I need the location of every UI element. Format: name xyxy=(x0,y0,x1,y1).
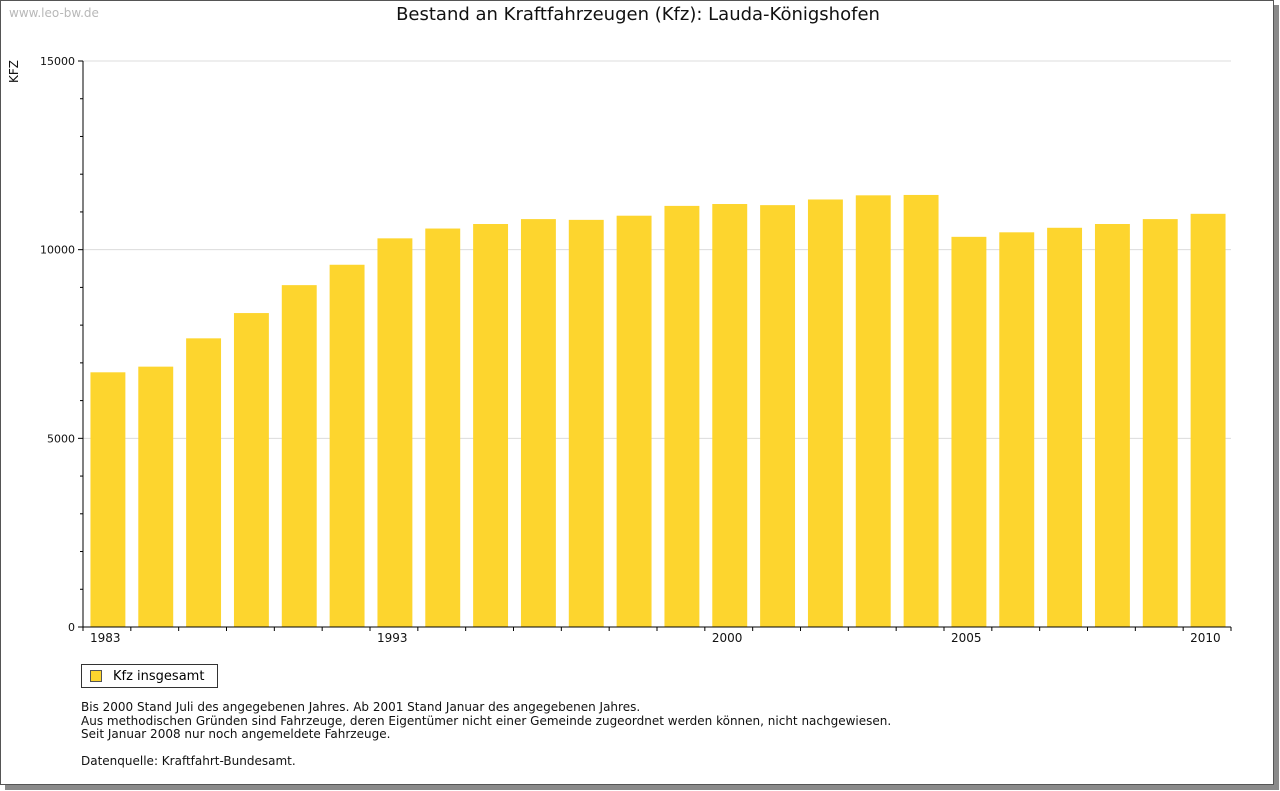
bar xyxy=(1047,227,1083,628)
bar xyxy=(807,199,843,628)
bars xyxy=(90,194,1226,628)
bar xyxy=(138,366,174,627)
y-tick-label: 10000 xyxy=(40,244,75,257)
legend-label: Kfz insgesamt xyxy=(113,668,205,684)
legend-swatch xyxy=(90,670,102,682)
grid-lines xyxy=(83,60,1231,439)
footnotes: Bis 2000 Stand Juli des angegebenen Jahr… xyxy=(81,700,892,742)
x-ticks: 1983 1993 2000 2005 2010 xyxy=(82,627,1232,645)
bar xyxy=(473,224,509,627)
legend: Kfz insgesamt xyxy=(81,664,218,688)
bar xyxy=(186,338,222,627)
x-tick-label: 2010 xyxy=(1190,631,1221,645)
footnote-line: Aus methodischen Gründen sind Fahrzeuge,… xyxy=(81,713,892,728)
bar-chart: 0 5000 10000 15000 1983 1993 2000 2005 2010 xyxy=(40,55,1232,645)
bar xyxy=(329,264,365,627)
bar xyxy=(1142,219,1178,627)
x-tick-label: 1993 xyxy=(377,631,408,645)
footnote-line: Bis 2000 Stand Juli des angegebenen Jahr… xyxy=(81,700,641,714)
y-tick-label: 0 xyxy=(68,621,75,634)
y-tick-label: 15000 xyxy=(40,55,75,68)
x-tick-label: 1983 xyxy=(90,631,121,645)
bar xyxy=(760,205,796,627)
bar xyxy=(712,204,748,627)
bar xyxy=(377,238,413,627)
bar xyxy=(1190,213,1226,627)
bar xyxy=(616,215,652,627)
y-ticks: 0 5000 10000 15000 xyxy=(40,55,83,634)
bar xyxy=(999,232,1035,627)
bar xyxy=(855,195,891,627)
bar xyxy=(281,285,317,627)
bar xyxy=(903,194,939,627)
x-tick-label: 2005 xyxy=(951,631,982,645)
chart-title: Bestand an Kraftfahrzeugen (Kfz): Lauda-… xyxy=(396,4,880,25)
watermark: www.leo-bw.de xyxy=(9,6,99,20)
bar xyxy=(233,313,269,627)
x-tick-label: 2000 xyxy=(712,631,743,645)
bar xyxy=(951,236,987,627)
y-tick-label: 5000 xyxy=(47,432,75,445)
data-source: Datenquelle: Kraftfahrt-Bundesamt. xyxy=(81,754,296,768)
bar xyxy=(425,228,461,627)
bar xyxy=(568,219,604,627)
bar xyxy=(90,372,126,627)
bar xyxy=(520,219,556,627)
footnote-line: Seit Januar 2008 nur noch angemeldete Fa… xyxy=(81,727,391,741)
bar xyxy=(1094,224,1130,627)
bar xyxy=(664,205,700,627)
